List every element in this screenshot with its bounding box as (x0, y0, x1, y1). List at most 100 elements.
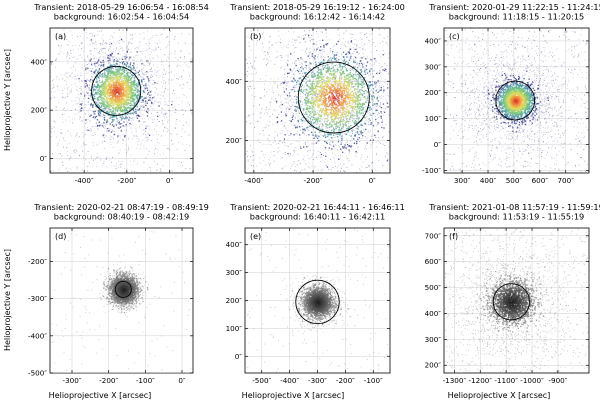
data-point (62, 121, 64, 123)
data-point (266, 90, 268, 92)
data-point (105, 121, 108, 124)
data-point (300, 129, 302, 131)
data-point (312, 138, 314, 139)
data-point (84, 104, 86, 106)
data-point (130, 96, 133, 98)
data-point (152, 57, 154, 59)
data-point (359, 141, 361, 143)
data-point (131, 100, 134, 103)
data-point (61, 96, 63, 98)
data-point (260, 111, 262, 113)
data-point (126, 95, 128, 98)
data-point (163, 69, 165, 71)
data-point (304, 130, 306, 132)
data-point (254, 126, 256, 128)
data-point (78, 98, 80, 99)
data-point (118, 81, 120, 84)
data-point (129, 117, 131, 119)
data-point (315, 111, 317, 113)
data-point (382, 124, 384, 126)
data-point (248, 57, 250, 58)
data-point (133, 64, 134, 66)
data-point (321, 31, 323, 33)
data-point (94, 34, 96, 36)
data-point (147, 139, 149, 141)
data-point (344, 123, 346, 125)
data-point (341, 118, 343, 120)
data-point (109, 111, 111, 113)
data-point (90, 63, 93, 65)
data-point (69, 158, 71, 160)
data-point (170, 140, 172, 142)
data-point (313, 152, 315, 154)
data-point (123, 68, 126, 71)
data-point (157, 70, 159, 72)
data-point (91, 105, 93, 107)
data-point (126, 104, 128, 106)
data-point (105, 105, 107, 108)
data-point (117, 123, 119, 125)
data-point (247, 116, 249, 118)
data-point (278, 35, 280, 37)
data-point (91, 68, 93, 70)
data-point (346, 109, 348, 111)
data-point (385, 141, 387, 143)
data-point (53, 126, 55, 128)
data-point (335, 116, 337, 117)
data-point (91, 99, 93, 101)
data-point (109, 53, 111, 56)
data-point (118, 105, 120, 107)
data-point (268, 159, 270, 161)
data-point (118, 123, 120, 125)
data-point (335, 52, 337, 54)
data-point (126, 151, 128, 153)
data-point (108, 56, 110, 58)
data-point (343, 171, 345, 173)
data-point (94, 35, 95, 37)
data-point (319, 61, 321, 63)
data-point (127, 82, 129, 84)
data-point (297, 79, 299, 81)
data-point (155, 42, 157, 44)
data-point (98, 115, 100, 117)
data-point (122, 65, 125, 68)
data-point (164, 112, 166, 114)
data-point (266, 170, 268, 172)
data-point (104, 124, 106, 126)
data-point (140, 105, 142, 107)
data-point (380, 71, 382, 73)
data-point (120, 85, 122, 87)
data-point (287, 130, 289, 132)
data-point (265, 124, 267, 126)
data-point (358, 81, 360, 83)
data-point (354, 60, 356, 61)
data-point (95, 123, 97, 125)
data-point (124, 168, 126, 170)
data-point (102, 75, 104, 77)
data-point (286, 99, 288, 101)
data-point (305, 79, 307, 81)
data-point (109, 58, 111, 60)
data-point (108, 89, 110, 91)
data-point (343, 124, 345, 125)
data-point (158, 120, 160, 122)
data-point (288, 30, 289, 32)
data-point (104, 114, 106, 116)
data-point (98, 76, 100, 78)
data-point (113, 90, 115, 92)
data-point (70, 133, 71, 134)
data-point (149, 62, 151, 64)
data-point (132, 101, 135, 103)
data-point (138, 85, 139, 87)
data-point (93, 89, 96, 91)
data-point (109, 104, 111, 106)
data-point (286, 113, 288, 115)
data-point (135, 108, 137, 110)
data-point (115, 92, 117, 94)
data-point (148, 128, 150, 130)
data-point (144, 71, 146, 73)
data-point (384, 53, 386, 55)
data-point (277, 135, 278, 137)
data-point (347, 76, 349, 78)
data-point (287, 44, 289, 46)
